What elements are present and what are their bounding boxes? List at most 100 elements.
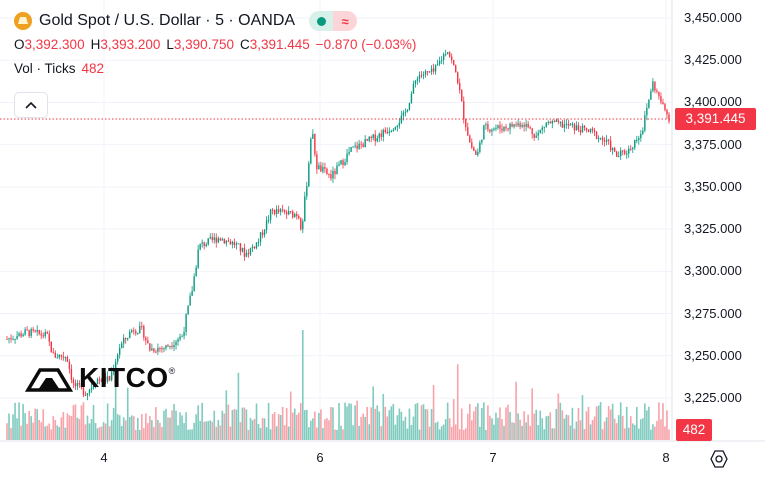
volume-bar [136, 417, 139, 440]
candle [78, 380, 81, 388]
volume-bar [332, 407, 334, 440]
volume-bar [452, 399, 455, 440]
volume-bar [94, 422, 97, 440]
volume-bar [159, 422, 161, 440]
symbol-title[interactable]: Gold Spot / U.S. Dollar · 5 · OANDA [39, 12, 296, 29]
candle [619, 147, 622, 160]
candle [394, 126, 397, 131]
volume-bar [324, 419, 326, 440]
volume-label[interactable]: Vol · Ticks [14, 61, 76, 76]
candle [195, 265, 197, 277]
volume-bar [118, 415, 121, 440]
candle [247, 248, 250, 258]
volume-bar [599, 402, 602, 440]
volume-bar [442, 424, 445, 440]
volume-bar [50, 429, 53, 440]
volume-bar [203, 421, 205, 440]
price-tick-label: 3,375.000 [684, 136, 742, 152]
volume-bar [384, 406, 387, 440]
volume-bar [92, 404, 95, 440]
candle [658, 91, 660, 100]
candle [143, 324, 145, 341]
volume-bar [108, 426, 111, 440]
volume-bar [48, 423, 51, 440]
volume-bar [619, 402, 622, 440]
volume-bar [299, 403, 302, 440]
volume-bar [66, 413, 69, 440]
volume-bar [197, 405, 199, 440]
candle [70, 364, 73, 384]
volume-bar [434, 422, 437, 440]
candle [277, 205, 280, 215]
candle [175, 339, 177, 350]
volume-bar [241, 407, 244, 440]
candle [666, 108, 668, 119]
candle [84, 391, 87, 397]
candle [290, 210, 292, 214]
volume-bar [40, 422, 43, 440]
volume-bar [16, 418, 18, 440]
candle [275, 205, 278, 218]
volume-bar [575, 421, 578, 440]
candle [533, 133, 535, 141]
volume-bar [155, 407, 157, 440]
candle [575, 121, 578, 131]
last-volume-tag: 482 [676, 419, 712, 441]
candle [491, 128, 493, 137]
candle [181, 334, 183, 338]
candle [74, 379, 77, 390]
candle [555, 118, 558, 123]
candle [579, 126, 582, 136]
candle [511, 121, 513, 128]
volume-bar [308, 427, 310, 440]
candle [10, 334, 12, 343]
candle [231, 240, 234, 249]
volume-bar [358, 425, 360, 440]
candle [567, 119, 570, 129]
candle [145, 336, 147, 346]
candle [338, 160, 340, 167]
candle [442, 52, 445, 65]
candle [340, 159, 342, 166]
collapse-legend-button[interactable] [14, 92, 48, 118]
candle [634, 139, 636, 151]
candle [201, 239, 203, 248]
settings-icon[interactable] [709, 449, 729, 474]
volume-bar [477, 403, 479, 440]
approx-icon[interactable]: ≈ [333, 11, 358, 31]
volume-bar [640, 419, 642, 440]
candle [80, 381, 83, 390]
volume-bars [6, 330, 670, 440]
volume-bar [295, 414, 298, 440]
candle [253, 246, 256, 250]
candle [257, 238, 260, 247]
volume-bar [76, 417, 79, 440]
candle [219, 237, 221, 242]
candle [630, 145, 632, 151]
candle [153, 347, 155, 354]
candle [563, 120, 566, 133]
volume-bar [617, 415, 620, 440]
volume-bar [233, 408, 236, 440]
candle [440, 56, 443, 65]
volume-bar [78, 419, 81, 440]
volume-bar [450, 426, 453, 440]
volume-bar [24, 413, 26, 440]
candle [650, 88, 652, 101]
change-value: −0.870 (−0.03%) [315, 37, 417, 52]
dot-icon[interactable] [309, 11, 334, 31]
candle [38, 329, 40, 336]
volume-bar [46, 425, 49, 440]
volume-bar [326, 418, 328, 440]
volume-bar [481, 407, 483, 440]
volume-bar [388, 410, 391, 440]
volume-bar [322, 428, 324, 440]
volume-bar [597, 405, 600, 440]
candle [360, 140, 362, 149]
candle [601, 135, 604, 146]
volume-bar [90, 418, 93, 440]
time-tick-label: 6 [316, 450, 324, 465]
volume-bar [132, 416, 135, 440]
